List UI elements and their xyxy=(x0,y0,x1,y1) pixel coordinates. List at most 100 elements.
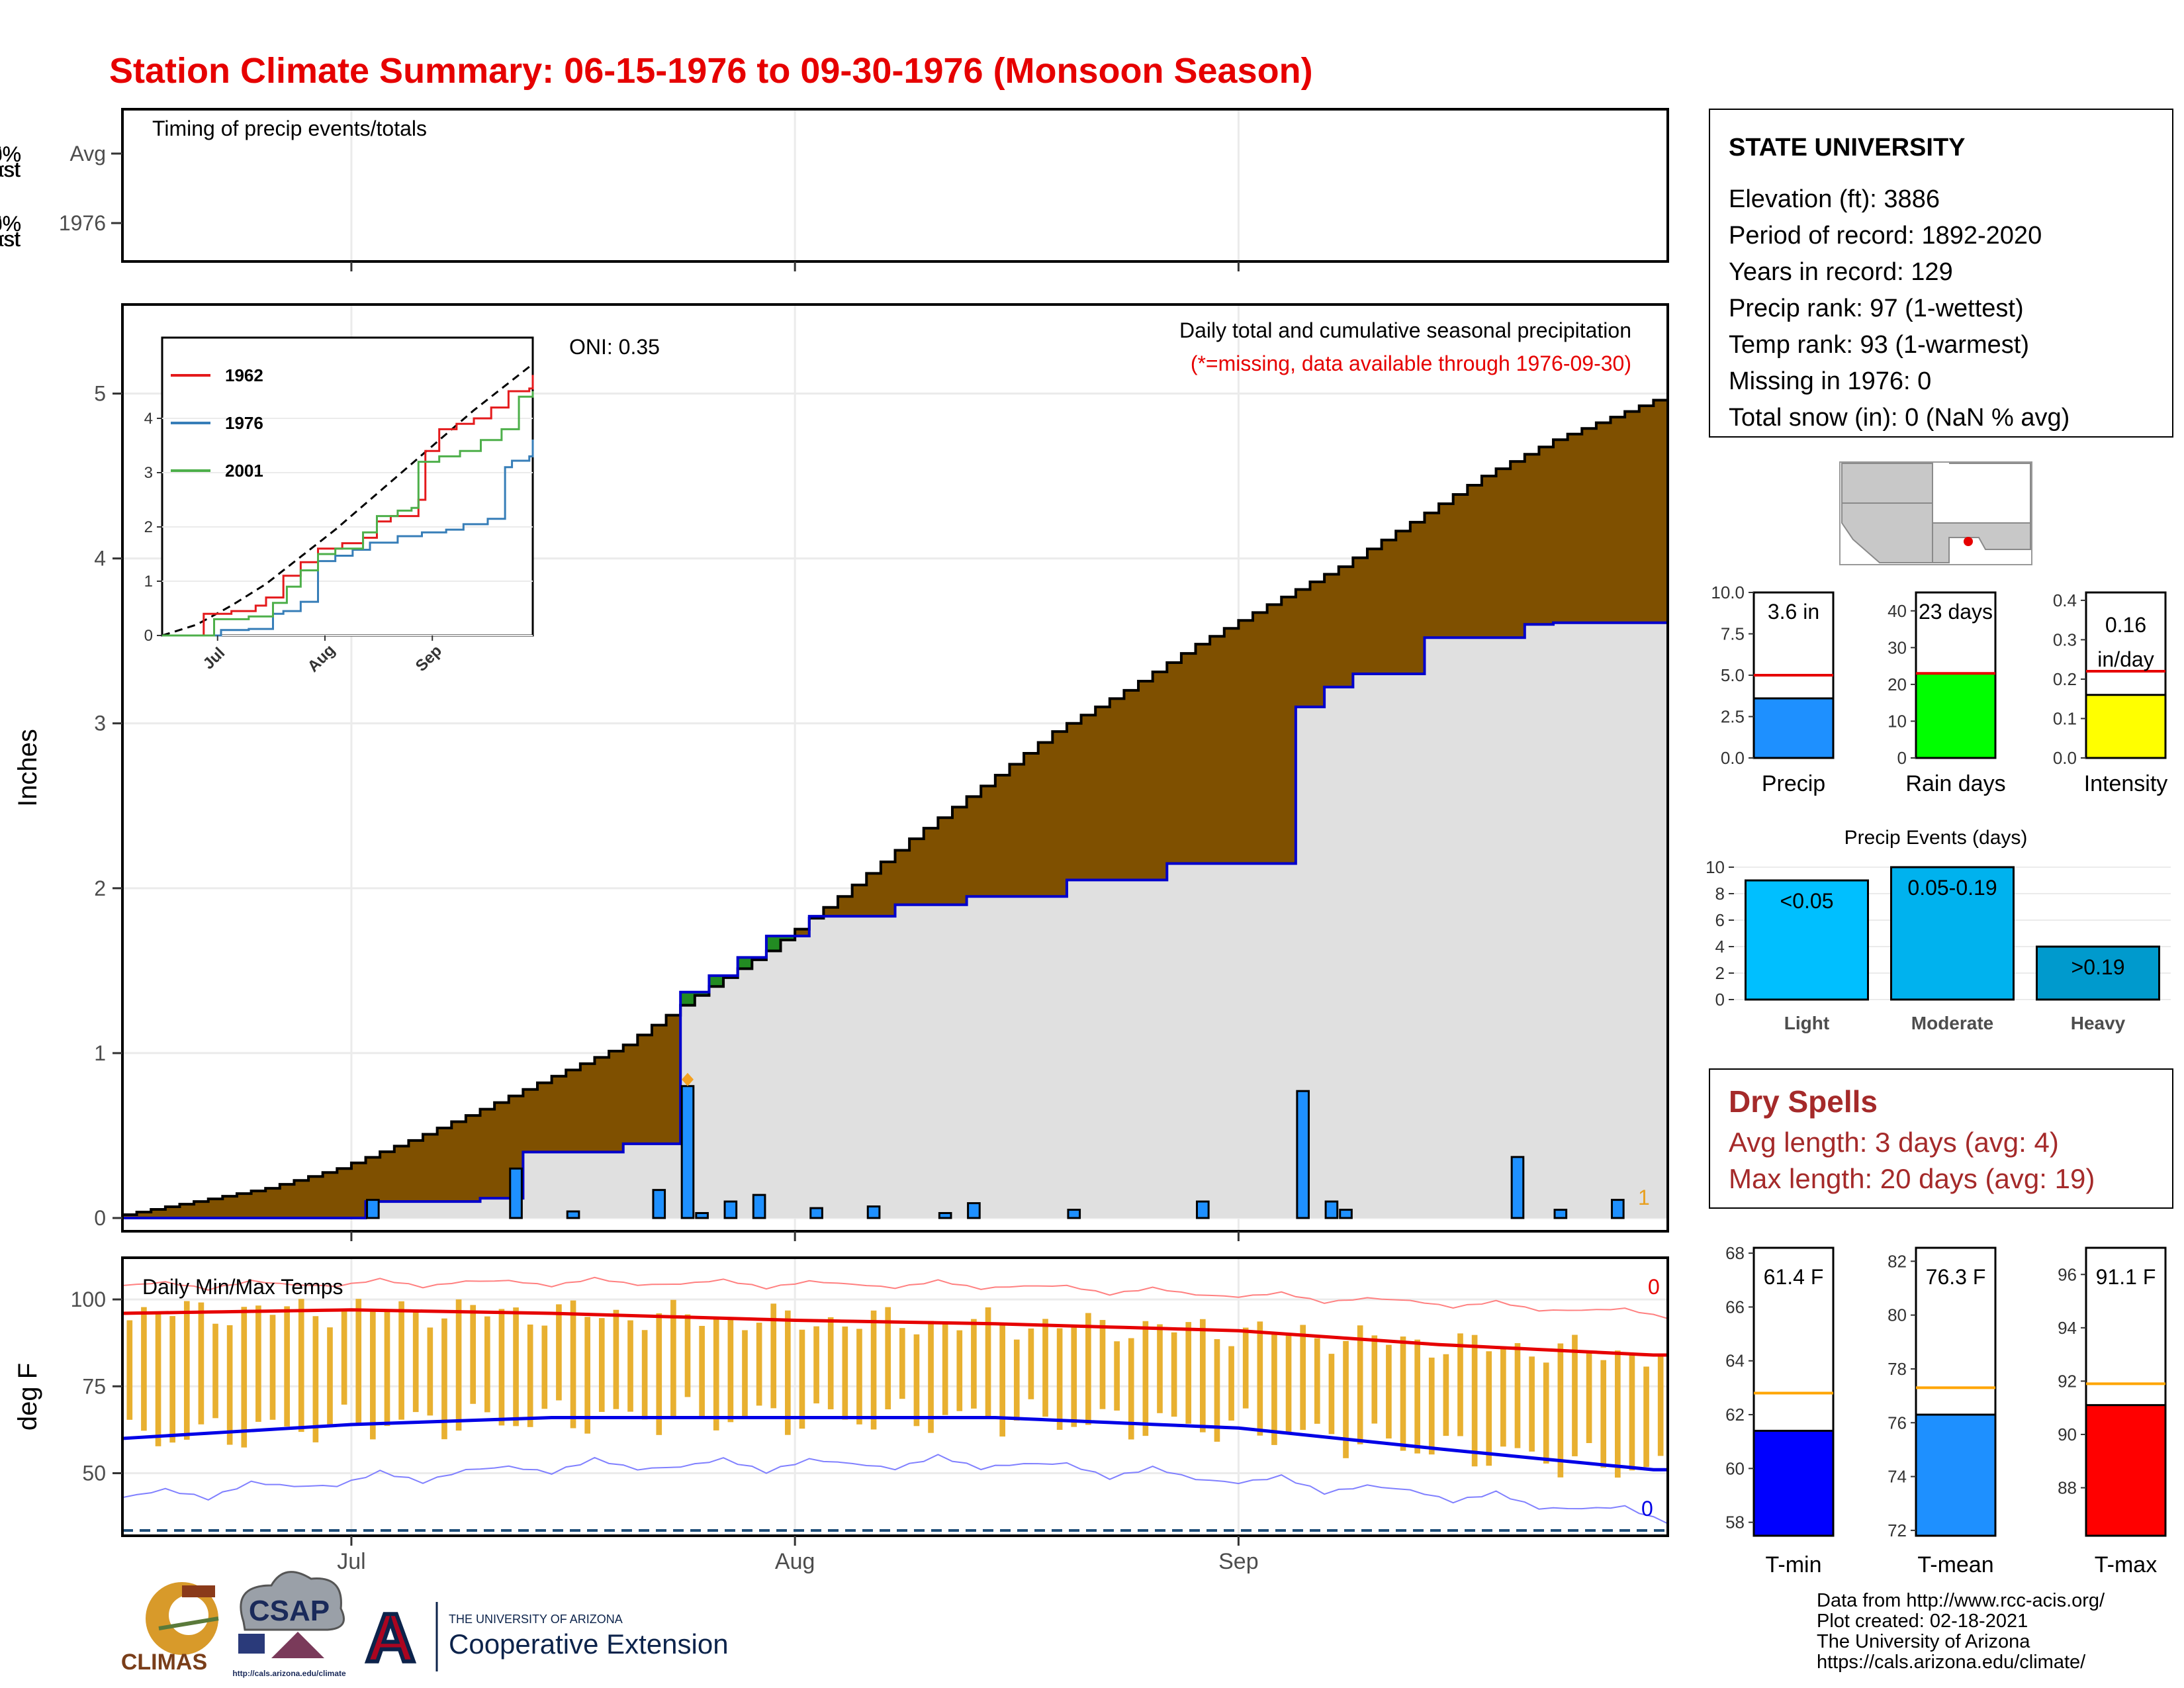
daily-temp-bar xyxy=(785,1310,791,1435)
temp-summary-bars: 61.4 F 58 60 62 64 66 68 T-min 76.3 F 72 74 76 78 80 8… xyxy=(1725,1243,2167,1577)
max-daily-marker xyxy=(682,1072,694,1086)
temp-summary-bar-t-mean xyxy=(1915,1413,1997,1537)
temp-ytick-label: 100 xyxy=(71,1288,106,1311)
daily-temp-bar xyxy=(1414,1339,1420,1454)
daily-precip-bar xyxy=(566,1210,580,1219)
daily-temp-bar xyxy=(470,1305,477,1404)
daily-temp-bar xyxy=(613,1309,619,1409)
daily-temp-bar xyxy=(284,1306,290,1427)
daily-temp-bar xyxy=(985,1307,991,1417)
temp-summary-label: T-min xyxy=(1766,1552,1822,1577)
daily-temp-bar xyxy=(1242,1327,1249,1409)
daily-temp-bar xyxy=(455,1299,462,1431)
daily-temp-bar xyxy=(813,1326,819,1404)
daily-temp-bar xyxy=(355,1299,362,1427)
climas-wordmark: CLIMAS xyxy=(121,1650,207,1675)
avg-cumulative-line xyxy=(122,399,1668,1217)
csap-logo: CSAP http://cals.arizona.edu/climate xyxy=(232,1571,346,1678)
temp-ylabel: deg F xyxy=(13,1363,42,1430)
daily-temp-bar xyxy=(870,1310,877,1430)
daily-temp-bar xyxy=(885,1307,891,1410)
summary-ytick-label: 0.2 xyxy=(2053,669,2077,689)
daily-temp-bar xyxy=(269,1315,276,1420)
dry-spells-box: Dry Spells Avg length: 3 days (avg: 4) M… xyxy=(1709,1068,2173,1209)
daily-temp-bar xyxy=(656,1313,662,1435)
daily-temp-bar xyxy=(327,1327,333,1425)
daily-temp-bar xyxy=(1357,1325,1363,1444)
daily-temp-bar xyxy=(255,1305,261,1422)
summary-ytick-label: 10 xyxy=(1888,711,1907,731)
daily-temp-bar xyxy=(1514,1343,1521,1448)
timing-p75-label: 75% xyxy=(0,142,21,166)
temp-summary-bar-t-max xyxy=(2085,1404,2167,1537)
inset-legend-label: 1962 xyxy=(225,365,263,385)
events-bar-moderate xyxy=(1890,866,2015,1001)
daily-temp-bar xyxy=(1600,1360,1607,1468)
daily-temp-bar xyxy=(956,1330,963,1411)
summary-bar-precip xyxy=(1752,697,1835,759)
inset-ytick-label: 2 xyxy=(144,518,153,536)
daily-temp-bar xyxy=(1328,1354,1335,1434)
temp-summary-ytick-label: 94 xyxy=(2058,1318,2077,1338)
dry-spells-avg: Avg length: 3 days (avg: 4) xyxy=(1729,1127,2059,1158)
temp-summary-ytick-label: 88 xyxy=(2058,1478,2077,1498)
daily-precip-bar xyxy=(1067,1209,1081,1219)
summary-ytick-label: 0.0 xyxy=(1721,748,1745,768)
summary-value-text: 3.6 in xyxy=(1768,600,1819,624)
daily-temp-bar xyxy=(1013,1339,1020,1421)
daily-temp-bar xyxy=(1200,1319,1206,1432)
daily-temp-bar xyxy=(1099,1320,1106,1409)
inset-ytick-label: 0 xyxy=(144,627,153,645)
daily-temp-bar xyxy=(412,1309,419,1413)
temp-summary-ytick-label: 92 xyxy=(2058,1371,2077,1391)
daily-precip-bar xyxy=(1339,1209,1353,1219)
precip-ylabel: Inches xyxy=(13,729,42,807)
location-map xyxy=(1839,461,2032,565)
ua-small-text: THE UNIVERSITY OF ARIZONA xyxy=(449,1613,623,1626)
events-ytick-label: 10 xyxy=(1706,857,1725,877)
dry-spells-max: Max length: 20 days (avg: 19) xyxy=(1729,1163,2095,1194)
daily-temp-bar xyxy=(141,1307,147,1431)
temp-ytick-label: 50 xyxy=(82,1462,106,1485)
temp-summary-ytick-label: 60 xyxy=(1725,1458,1745,1478)
daily-temp-bar xyxy=(1042,1319,1048,1417)
daily-precip-bar xyxy=(1324,1200,1339,1219)
precip-ytick-label: 2 xyxy=(94,876,106,900)
summary-ytick-label: 40 xyxy=(1888,601,1907,621)
summary-ytick-label: 30 xyxy=(1888,637,1907,657)
events-ytick-label: 6 xyxy=(1715,910,1725,930)
daily-precip-bar xyxy=(1296,1090,1310,1219)
summary-label: Precip xyxy=(1762,771,1825,796)
summary-ytick-label: 0.4 xyxy=(2053,590,2077,610)
precip-ytick-label: 4 xyxy=(94,547,106,571)
timing-p25-label: 25% xyxy=(0,212,21,236)
temp-summary-ytick-label: 82 xyxy=(1888,1251,1907,1271)
daily-temp-bar xyxy=(1114,1341,1120,1411)
daily-precip-bar xyxy=(652,1189,666,1219)
daily-precip-bar xyxy=(1196,1200,1210,1219)
page-title: Station Climate Summary: 06-15-1976 to 0… xyxy=(109,51,1313,91)
daily-temp-bar xyxy=(398,1301,404,1420)
summary-value-unit: in/day xyxy=(2097,647,2154,671)
footer-line-2: Plot created: 02-18-2021 xyxy=(1817,1611,2028,1632)
daily-temp-bar xyxy=(212,1323,218,1419)
summary-ytick-label: 0.0 xyxy=(2053,748,2077,768)
temp-summary-ytick-label: 66 xyxy=(1725,1297,1745,1317)
record-min-line xyxy=(122,1454,1668,1524)
station-info-line: Temp rank: 93 (1-warmest) xyxy=(1729,331,2029,359)
oni-label: ONI: 0.35 xyxy=(569,335,660,359)
precip-ytick-label: 1 xyxy=(94,1041,106,1065)
station-info-box: STATE UNIVERSITY Elevation (ft): 3886 Per… xyxy=(1709,109,2173,438)
daily-temp-bar xyxy=(1343,1340,1349,1458)
daily-temp-bar xyxy=(1386,1344,1392,1439)
csap-wordmark: CSAP xyxy=(249,1595,330,1627)
events-ytick-label: 4 xyxy=(1715,937,1725,957)
daily-precip-bar xyxy=(967,1202,981,1219)
avg-max-line xyxy=(122,1308,1668,1357)
temp-summary-ytick-label: 90 xyxy=(2058,1425,2077,1444)
station-info-line: Years in record: 129 xyxy=(1729,258,1953,286)
summary-ytick-label: 7.5 xyxy=(1721,624,1745,644)
inset-legend-label: 2001 xyxy=(225,461,263,481)
timing-last-label: Last xyxy=(0,158,20,181)
daily-precip-bar xyxy=(680,1085,695,1219)
